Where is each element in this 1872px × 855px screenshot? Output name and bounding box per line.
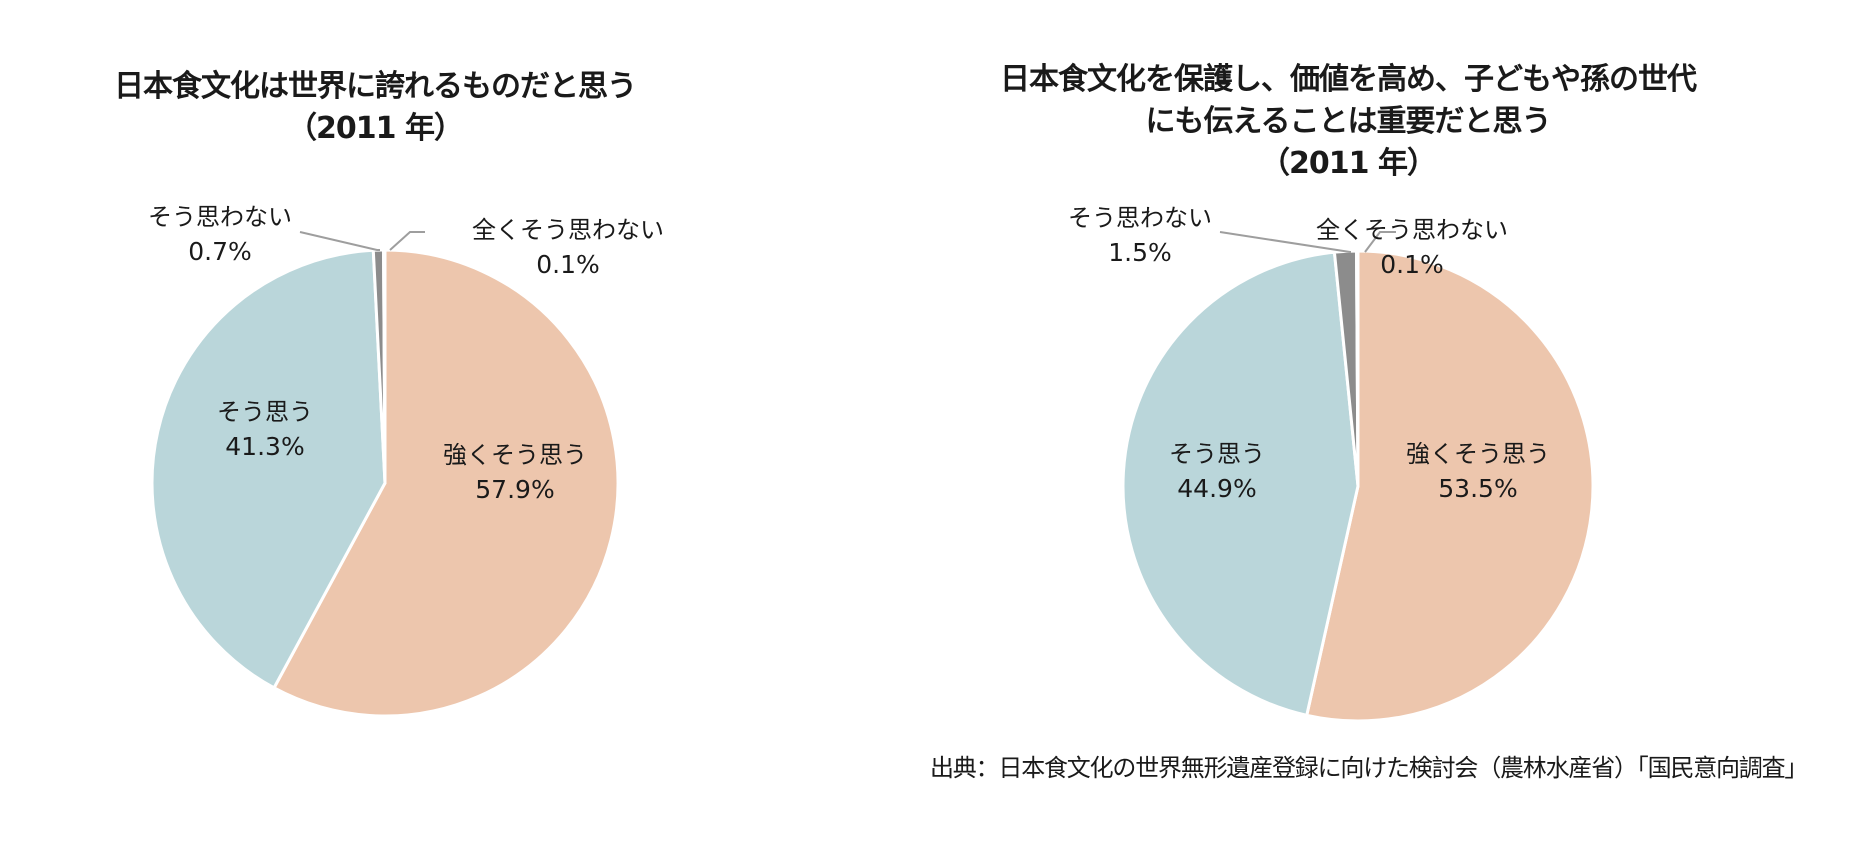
slice-value-strongly-agree-1: 57.9% — [475, 475, 554, 504]
chart-panel-2: 日本食文化を保護し、価値を高め、子どもや孫の世代 にも伝えることは重要だと思う … — [940, 0, 1780, 800]
slice-label-agree-1: そう思う — [217, 398, 313, 426]
pie-slices-2 — [1121, 249, 1595, 723]
pie-slices-1 — [150, 248, 620, 718]
slice-label-strongly-agree-1: 強くそう思う — [443, 441, 587, 469]
chart-title-1-line-1: 日本食文化は世界に誇れるものだと思う — [114, 69, 637, 104]
pie-chart-2: 強くそう思う 53.5% そう思う 44.9% そう思わない 1.5% 全くそう思わない 0.… — [1068, 204, 1595, 723]
slice-label-agree-2: そう思う — [1169, 440, 1265, 468]
pie-slice-strongly-agree-1 — [272, 248, 620, 718]
chart-title-2-line-2: にも伝えることは重要だと思う — [1145, 104, 1551, 139]
slice-value-strongly-disagree-1: 0.1% — [536, 250, 600, 279]
chart-panel-1: 日本食文化は世界に誇れるものだと思う （2011 年） 強くそう思う 57.9% そ… — [0, 0, 780, 800]
pie-slice-agree-2 — [1121, 250, 1360, 717]
pie-chart-1: 強くそう思う 57.9% そう思う 41.3% そう思わない 0.7% 全くそう思わない 0.… — [148, 203, 664, 718]
chart-title-2: 日本食文化を保護し、価値を高め、子どもや孫の世代 にも伝えることは重要だと思う … — [928, 59, 1768, 185]
chart-title-1-line-2: （2011 年） — [287, 111, 464, 146]
slice-label-disagree-2: そう思わない — [1068, 204, 1212, 232]
source-note: 出典：日本食文化の世界無形遺産登録に向けた検討会（農林水産省）「国民意向調査」 — [930, 754, 1808, 782]
slice-value-agree-2: 44.9% — [1177, 474, 1256, 503]
slice-label-strongly-agree-2: 強くそう思う — [1406, 440, 1550, 468]
chart-title-2-line-1: 日本食文化を保護し、価値を高め、子どもや孫の世代 — [1000, 62, 1697, 97]
slice-label-strongly-disagree-1: 全くそう思わない — [472, 216, 664, 244]
slice-value-strongly-disagree-2: 0.1% — [1380, 250, 1444, 279]
slice-label-disagree-1: そう思わない — [148, 203, 292, 231]
pie-slice-strongly-disagree-2 — [1355, 249, 1360, 488]
leader-line-strongly-disagree-2 — [1364, 231, 1396, 253]
leader-line-strongly-disagree-1 — [389, 231, 425, 251]
slice-label-strongly-disagree-2: 全くそう思わない — [1316, 216, 1508, 244]
leader-line-disagree-2 — [1219, 231, 1351, 253]
slice-value-strongly-agree-2: 53.5% — [1438, 474, 1517, 503]
leader-line-disagree-1 — [299, 231, 380, 251]
pie-slice-agree-1 — [150, 248, 387, 690]
pie-slice-strongly-agree-2 — [1305, 249, 1595, 723]
pie-slice-strongly-disagree-1 — [382, 248, 387, 485]
chart-title-2-line-3: （2011 年） — [1260, 146, 1437, 181]
slice-value-disagree-2: 1.5% — [1108, 238, 1172, 267]
slice-value-agree-1: 41.3% — [225, 432, 304, 461]
slice-value-disagree-1: 0.7% — [188, 237, 252, 266]
chart-title-1: 日本食文化は世界に誇れるものだと思う （2011 年） — [0, 66, 765, 150]
